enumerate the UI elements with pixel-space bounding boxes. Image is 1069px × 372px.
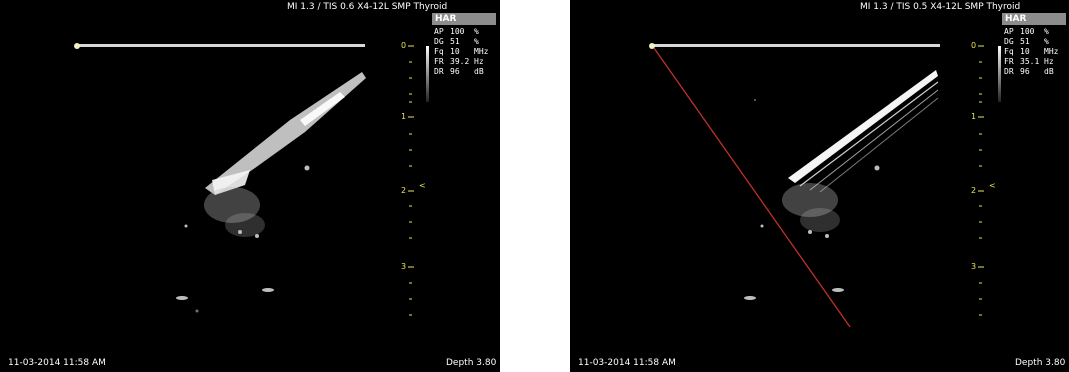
param-row: AP 100% (1004, 27, 1049, 36)
param-row: Fq 10 MHz (1004, 47, 1059, 56)
depth-scale (408, 45, 414, 316)
depth-tick-label: 2 (401, 186, 407, 195)
param-row: FR 35.1 Hz (1004, 57, 1054, 66)
needle-echo (205, 72, 366, 195)
focus-marker-icon: < (419, 181, 426, 190)
depth-readout: Depth 3.80 (446, 358, 497, 368)
tissue-speckle (176, 165, 310, 313)
param-row: Fq 10 MHz (434, 47, 489, 56)
param-row: AP 100% (434, 27, 479, 36)
timestamp: 11-03-2014 11:58 AM (578, 358, 676, 368)
ultrasound-panel-right: MI 1.3 / TIS 0.5 X4-12L SMP Thyroid HAR … (570, 0, 1069, 372)
ultrasound-image-left (74, 43, 366, 313)
depth-tick-label: 2 (971, 186, 977, 195)
param-list: AP 100% DG 51% Fq 10 MHz FR 39.2 Hz DR 96 dB (434, 27, 494, 77)
depth-tick-label: 1 (401, 112, 407, 121)
depth-tick-label: 3 (971, 262, 977, 271)
needle-guide-line (653, 47, 851, 328)
gray-scale-bar (998, 46, 1001, 102)
depth-tick-label: 0 (971, 41, 977, 50)
depth-tick-label: 3 (401, 262, 407, 271)
timestamp: 11-03-2014 11:58 AM (8, 358, 106, 368)
header-info: MI 1.3 / TIS 0.6 X4-12L SMP Thyroid (287, 2, 448, 12)
skin-line (650, 44, 940, 47)
depth-scale (978, 45, 984, 316)
param-row: DG 51% (1004, 37, 1049, 46)
mode-label: HAR (1002, 13, 1066, 25)
param-list: AP 100% DG 51% Fq 10 MHz FR 35.1 Hz DR 96 dB (1004, 27, 1064, 77)
needle-echo (788, 70, 939, 193)
param-row: DG 51% (434, 37, 479, 46)
param-row: FR 39.2 Hz (434, 57, 484, 66)
mode-label: HAR (432, 13, 496, 25)
depth-readout: Depth 3.80 (1015, 358, 1066, 368)
header-info: MI 1.3 / TIS 0.5 X4-12L SMP Thyroid (860, 2, 1021, 12)
param-row: DR 96 dB (1004, 67, 1054, 76)
depth-tick-label: 0 (401, 41, 407, 50)
focus-marker-icon: < (989, 181, 996, 190)
tissue-speckle (744, 99, 880, 300)
ultrasound-image-right (649, 43, 940, 328)
gray-scale-bar (426, 46, 429, 102)
skin-line (75, 44, 365, 47)
param-row: DR 96 dB (434, 67, 484, 76)
probe-marker (649, 43, 655, 49)
depth-tick-label: 1 (971, 112, 977, 121)
probe-marker (74, 43, 80, 49)
ultrasound-panel-left: MI 1.3 / TIS 0.6 X4-12L SMP Thyroid HAR … (0, 0, 500, 372)
